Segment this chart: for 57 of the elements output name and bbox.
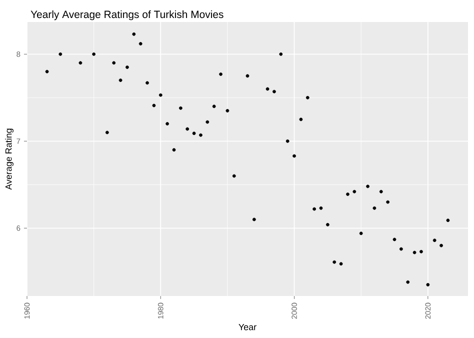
point — [386, 200, 390, 204]
point — [426, 283, 430, 286]
point — [332, 260, 336, 264]
point — [118, 78, 122, 82]
point — [126, 66, 129, 69]
point — [359, 232, 363, 236]
point — [166, 122, 170, 126]
point — [58, 52, 62, 56]
point — [186, 127, 190, 131]
point — [366, 184, 370, 188]
point — [246, 74, 250, 78]
point — [346, 192, 350, 196]
point — [219, 72, 222, 76]
point — [440, 244, 443, 248]
point — [158, 93, 162, 97]
point — [226, 109, 230, 112]
point — [45, 70, 49, 74]
point — [212, 104, 216, 108]
point — [352, 190, 356, 194]
point — [399, 247, 403, 251]
point — [146, 81, 149, 85]
point — [412, 250, 416, 254]
point — [78, 61, 82, 65]
x-axis-title: Year — [238, 324, 256, 330]
point — [279, 52, 283, 56]
point — [339, 262, 343, 266]
point — [420, 250, 423, 254]
point — [446, 218, 450, 222]
point — [319, 206, 323, 210]
point — [266, 87, 270, 91]
point — [292, 154, 296, 158]
point — [105, 130, 109, 134]
point — [372, 206, 376, 210]
point — [306, 96, 310, 100]
y-axis-title: Average Rating — [5, 128, 14, 190]
point — [192, 132, 196, 136]
point — [432, 238, 436, 242]
point — [178, 106, 182, 110]
point — [92, 52, 96, 56]
point — [112, 61, 116, 65]
point — [392, 238, 396, 242]
point — [232, 174, 236, 178]
point — [272, 90, 276, 94]
point — [152, 104, 156, 108]
chart-title: Yearly Average Ratings of Turkish Movies — [30, 10, 224, 20]
point — [252, 218, 256, 222]
point — [206, 120, 210, 124]
point — [138, 42, 142, 46]
point — [286, 139, 290, 143]
point — [312, 207, 316, 211]
point — [299, 118, 303, 122]
point — [379, 190, 383, 194]
point — [406, 280, 410, 284]
point — [172, 148, 176, 152]
point — [199, 133, 202, 137]
point — [326, 222, 330, 226]
point — [132, 32, 136, 36]
